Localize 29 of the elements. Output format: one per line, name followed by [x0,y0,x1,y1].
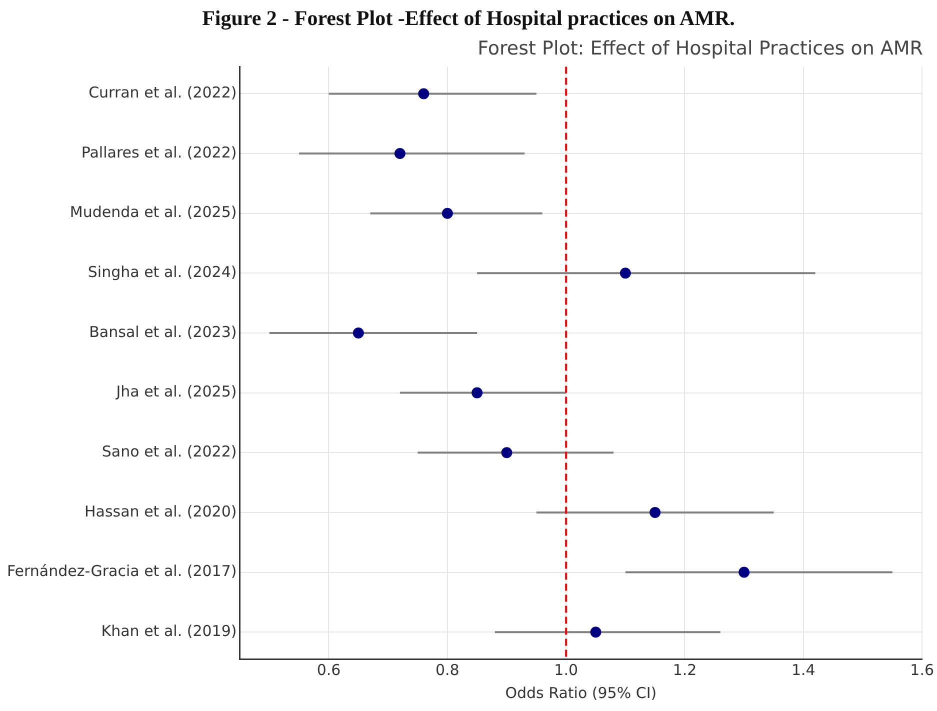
x-tick-label: 0.6 [316,660,341,679]
chart-title: Forest Plot: Effect of Hospital Practices on AMR [478,37,923,60]
x-tick-label: 1.2 [672,660,697,679]
point [442,208,453,219]
point [352,327,364,338]
x-tick-label: 1.4 [791,660,816,679]
point [394,148,406,160]
x-tick-label: 0.8 [435,660,460,679]
y-tick-label: Khan et al. (2019) [101,622,237,640]
y-tick-label: Sano et al. (2022) [102,442,237,461]
point [472,387,483,398]
x-tick-label: 1.0 [554,660,578,679]
x-tick-label: 1.6 [910,660,934,679]
caption: Figure 2 - Forest Plot -Effect of Hospital practices on AMR. [201,6,736,31]
point [590,626,602,638]
y-tick-label: Singha et al. (2024) [88,263,237,282]
point [501,447,512,458]
x-axis-title: Odds Ratio (95% CI) [505,684,657,702]
y-tick-label: Jha et al. (2025) [115,382,237,401]
point [738,566,750,578]
point [620,268,631,279]
y-tick-label: Pallares et al. (2022) [81,143,237,162]
y-tick-label: Hassan et al. (2020) [84,502,237,520]
y-tick-label: Bansal et al. (2023) [89,322,237,341]
y-tick-label: Curran et al. (2022) [88,84,237,102]
y-tick-label: Fernández-Gracia et al. (2017) [6,562,237,580]
y-tick-label: Mudenda et al. (2025) [70,203,237,222]
point [650,506,661,518]
point [418,88,430,100]
